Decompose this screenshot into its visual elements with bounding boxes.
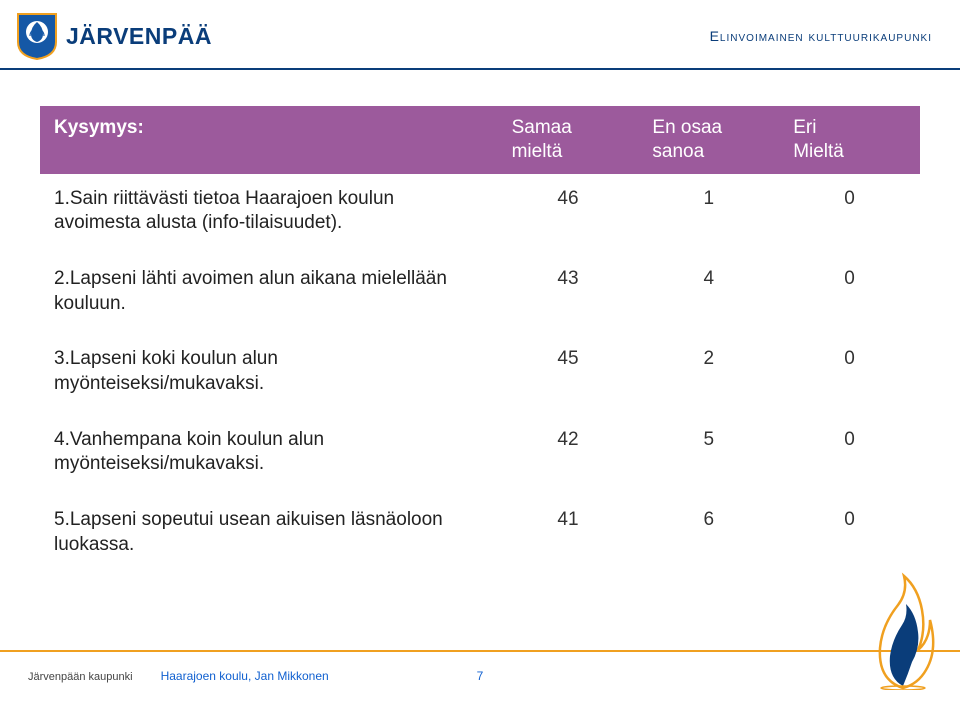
footer-rule (0, 650, 960, 652)
table-row: 1.Sain riittävästi tietoa Haarajoen koul… (40, 174, 920, 254)
table-row: 3.Lapseni koki koulun alun myönteiseksi/… (40, 335, 920, 415)
footer-org: Järvenpään kaupunki (28, 671, 133, 683)
cell-question: 4.Vanhempana koin koulun alun myönteisek… (40, 415, 498, 495)
cell-disagree: 0 (779, 496, 920, 576)
flame-icon (868, 570, 938, 690)
footer-source: Haarajoen koulu, Jan Mikkonen (161, 669, 329, 683)
col-agree: Samaa mieltä (498, 106, 639, 174)
cell-agree: 43 (498, 254, 639, 334)
page-number: 7 (477, 669, 484, 683)
col-question: Kysymys: (40, 106, 498, 174)
page-header: JÄRVENPÄÄ Elinvoimainen kulttuurikaupunk… (0, 0, 960, 70)
table-header-row: Kysymys: Samaa mieltä En osaa sanoa Eri … (40, 106, 920, 174)
cell-agree: 41 (498, 496, 639, 576)
cell-dontknow: 5 (638, 415, 779, 495)
cell-question: 2.Lapseni lähti avoimen alun aikana miel… (40, 254, 498, 334)
cell-dontknow: 2 (638, 335, 779, 415)
cell-dontknow: 1 (638, 174, 779, 254)
col-dontknow: En osaa sanoa (638, 106, 779, 174)
cell-dontknow: 4 (638, 254, 779, 334)
cell-dontknow: 6 (638, 496, 779, 576)
main-content: Kysymys: Samaa mieltä En osaa sanoa Eri … (0, 70, 960, 575)
footer-left: Järvenpään kaupunki Haarajoen koulu, Jan… (28, 669, 329, 683)
cell-agree: 46 (498, 174, 639, 254)
cell-agree: 45 (498, 335, 639, 415)
brand-block: JÄRVENPÄÄ (16, 12, 212, 60)
table-row: 5.Lapseni sopeutui usean aikuisen läsnäo… (40, 496, 920, 576)
cell-agree: 42 (498, 415, 639, 495)
survey-table: Kysymys: Samaa mieltä En osaa sanoa Eri … (40, 106, 920, 575)
cell-question: 5.Lapseni sopeutui usean aikuisen läsnäo… (40, 496, 498, 576)
cell-disagree: 0 (779, 174, 920, 254)
col-disagree: Eri Mieltä (779, 106, 920, 174)
cell-question: 3.Lapseni koki koulun alun myönteiseksi/… (40, 335, 498, 415)
cell-disagree: 0 (779, 335, 920, 415)
tagline: Elinvoimainen kulttuurikaupunki (710, 28, 932, 44)
table-body: 1.Sain riittävästi tietoa Haarajoen koul… (40, 174, 920, 575)
table-row: 2.Lapseni lähti avoimen alun aikana miel… (40, 254, 920, 334)
brand-name: JÄRVENPÄÄ (66, 23, 212, 50)
cell-disagree: 0 (779, 415, 920, 495)
page-footer: Järvenpään kaupunki Haarajoen koulu, Jan… (0, 650, 960, 702)
cell-question: 1.Sain riittävästi tietoa Haarajoen koul… (40, 174, 498, 254)
cell-disagree: 0 (779, 254, 920, 334)
city-crest-icon (16, 12, 58, 60)
table-row: 4.Vanhempana koin koulun alun myönteisek… (40, 415, 920, 495)
